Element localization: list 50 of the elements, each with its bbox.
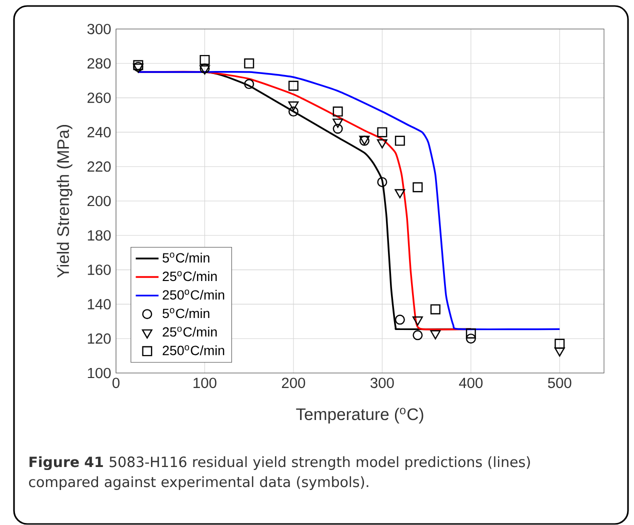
y-tick-label: 280 — [88, 58, 111, 69]
point — [244, 79, 254, 90]
point — [332, 118, 344, 128]
x-tick-label: 400 — [459, 378, 483, 388]
point — [430, 304, 440, 314]
point — [394, 314, 405, 325]
legend-label: 25$^{o}$C/min — [162, 271, 217, 282]
x-tick-label: 200 — [282, 378, 306, 388]
x-axis-title: Temperature ($^{o}$C) — [296, 408, 424, 424]
point — [554, 347, 565, 357]
x-tick-label: 300 — [370, 378, 394, 388]
y-tick-label: 240 — [88, 127, 111, 138]
point — [466, 334, 476, 344]
y-axis-title: Yield Strength (MPa) — [56, 125, 72, 278]
y-tick-label: 120 — [88, 334, 111, 344]
y-tick-label: 180 — [88, 230, 111, 241]
point — [412, 330, 423, 340]
x-tick-label: 100 — [194, 378, 216, 388]
y-tick-label: 220 — [88, 162, 111, 172]
y-tick-label: 200 — [88, 196, 111, 206]
point — [394, 136, 405, 146]
point — [332, 106, 343, 117]
x-tick-label: 0 — [112, 378, 120, 388]
y-tick-label: 260 — [88, 92, 111, 104]
point — [412, 182, 423, 192]
point — [332, 124, 343, 134]
y-tick-label: 100 — [88, 368, 111, 378]
point — [394, 189, 406, 198]
point — [412, 316, 423, 326]
point — [288, 102, 299, 111]
point — [466, 328, 476, 339]
legend-label: 5$^{o}$C/min — [162, 252, 210, 263]
legend-label: 250$^{o}$C/min — [162, 345, 224, 356]
point — [288, 106, 298, 117]
legend-label: 250$^{o}$C/min — [162, 290, 224, 300]
point — [200, 55, 210, 66]
legend-label: 25$^{o}$C/min — [162, 326, 217, 337]
point — [430, 330, 441, 340]
text: Figure 41 5083-H116 residual yield strength model predictions (lines) compared against experimental data (symbols). — [29, 456, 530, 490]
y-tick-label: 160 — [88, 264, 111, 276]
point — [377, 177, 388, 188]
point — [244, 58, 254, 68]
point — [554, 338, 565, 349]
legend-label: 5$^{o}$C/min — [162, 308, 210, 318]
y-tick-label: 300 — [87, 24, 111, 34]
point — [377, 127, 388, 138]
point — [288, 80, 298, 91]
x-tick-label: 500 — [548, 378, 572, 388]
y-tick-label: 140 — [88, 299, 111, 310]
point — [376, 139, 388, 149]
